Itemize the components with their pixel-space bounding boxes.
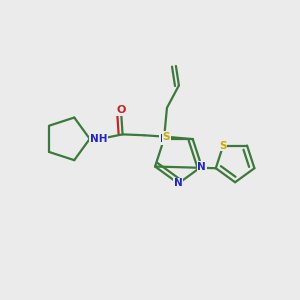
Text: N: N [197, 161, 206, 172]
Text: N: N [160, 134, 168, 144]
Text: S: S [163, 132, 170, 142]
Text: N: N [174, 178, 183, 188]
Text: S: S [219, 140, 227, 151]
Text: NH: NH [90, 134, 107, 144]
Text: O: O [116, 106, 126, 116]
